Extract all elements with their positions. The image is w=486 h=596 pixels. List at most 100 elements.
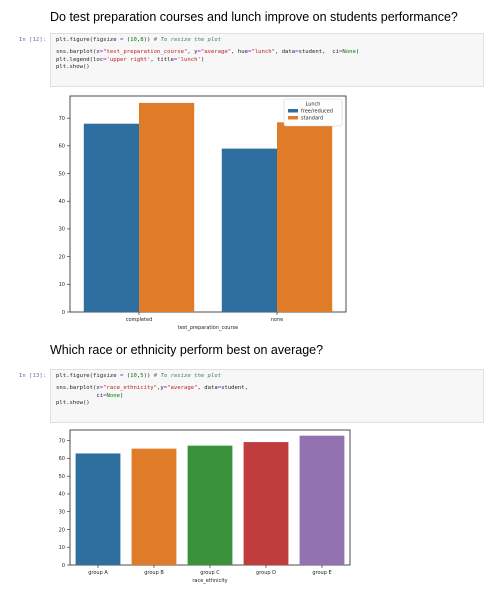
code-token: , data bbox=[274, 49, 296, 56]
code-token: ,y bbox=[157, 385, 164, 392]
code-token: sns.barplot(x bbox=[56, 49, 100, 56]
code-token: = bbox=[120, 37, 124, 43]
code-token: = bbox=[338, 49, 343, 56]
y-tick-label: 60 bbox=[59, 144, 65, 150]
code-line: plt.legend(loc='upper right', title='lun… bbox=[56, 57, 478, 64]
legend-swatch bbox=[288, 116, 298, 120]
y-axis-label: average bbox=[50, 487, 51, 507]
bar bbox=[299, 435, 345, 565]
code-token: = bbox=[103, 392, 107, 399]
code-token: "average" bbox=[200, 49, 232, 56]
x-axis-label: test_preparation_course bbox=[178, 325, 238, 331]
code-token: = bbox=[120, 373, 124, 379]
y-tick-label: 20 bbox=[59, 527, 65, 533]
code-token: # To resize the plot bbox=[153, 37, 222, 43]
y-tick-label: 40 bbox=[59, 199, 65, 205]
x-tick-label: group E bbox=[312, 570, 331, 576]
code-token: 'upper right' bbox=[106, 56, 151, 63]
code-line: plt.show() bbox=[56, 64, 478, 71]
x-tick-label: group A bbox=[88, 570, 108, 576]
code-token: , bbox=[136, 373, 141, 379]
code-token: = bbox=[248, 49, 252, 56]
code-token: 10 bbox=[130, 37, 137, 43]
section-heading-test-prep: Do test preparation courses and lunch im… bbox=[50, 10, 458, 24]
code-token: "lunch" bbox=[251, 49, 275, 56]
y-tick-label: 10 bbox=[59, 282, 65, 288]
y-tick-label: 20 bbox=[59, 254, 65, 260]
y-tick-label: 30 bbox=[59, 510, 65, 516]
code-token: = bbox=[99, 385, 104, 392]
x-axis-label: race_ethnicity bbox=[192, 578, 227, 584]
section-heading-race: Which race or ethnicity perform best on … bbox=[50, 343, 324, 357]
input-prompt: In [13]: bbox=[19, 373, 46, 379]
bar bbox=[131, 448, 177, 565]
y-tick-label: 60 bbox=[59, 456, 65, 462]
bar bbox=[277, 122, 333, 312]
code-token: None bbox=[342, 49, 356, 56]
y-tick-label: 70 bbox=[59, 116, 65, 122]
bar bbox=[83, 123, 139, 312]
code-token: ( bbox=[123, 37, 131, 43]
code-line: sns.barplot(x="test_preparation_course",… bbox=[56, 49, 478, 56]
bar bbox=[139, 102, 195, 312]
code-token: )) bbox=[143, 373, 154, 379]
code-token: plt.figure(figsize bbox=[56, 373, 120, 379]
code-token: = bbox=[103, 56, 107, 63]
code-token: 5 bbox=[140, 373, 144, 379]
code-token: 'lunch' bbox=[177, 56, 201, 63]
code-token: = bbox=[197, 49, 201, 56]
legend-label: free/reduced bbox=[301, 108, 333, 114]
code-line: plt.figure(figsize = (10,5)) # To resize… bbox=[56, 373, 478, 380]
code-token: "average" bbox=[167, 385, 198, 392]
legend-label: standard bbox=[301, 115, 323, 121]
code-token: None bbox=[106, 392, 121, 399]
code-token: plt.show() bbox=[56, 400, 90, 407]
code-token: plt.figure(figsize bbox=[56, 37, 120, 43]
code-token: "test_preparation_course" bbox=[103, 49, 188, 56]
legend-title: Lunch bbox=[306, 102, 321, 108]
output-area-1: 0 10 20 30 40 50 60 70 average completed none test_… bbox=[45, 93, 350, 340]
chart-race-ethnicity: 0 10 20 30 40 50 60 70 average group A group B grou… bbox=[45, 429, 351, 584]
bar bbox=[221, 148, 277, 312]
y-tick-label: 50 bbox=[59, 171, 65, 177]
input-prompt: In [12]: bbox=[19, 37, 46, 43]
code-token: = bbox=[99, 49, 104, 56]
y-tick-label: 30 bbox=[59, 227, 65, 233]
code-token: , y bbox=[187, 49, 198, 56]
code-token: student, ci bbox=[298, 49, 339, 56]
y-tick-label: 0 bbox=[62, 310, 65, 316]
code-token: plt.show() bbox=[56, 64, 90, 71]
chart-test-prep-lunch: 0 10 20 30 40 50 60 70 average completed none test_… bbox=[45, 95, 347, 331]
code-token: ci bbox=[56, 392, 104, 399]
x-tick-label: group B bbox=[144, 570, 164, 576]
code-token: sns.barplot(x bbox=[56, 385, 100, 392]
code-token: ) bbox=[120, 392, 124, 399]
y-tick-label: 40 bbox=[59, 492, 65, 498]
y-tick-label: 70 bbox=[59, 438, 65, 444]
code-token: plt.legend(loc bbox=[56, 56, 104, 63]
y-tick-label: 50 bbox=[59, 474, 65, 480]
code-line: plt.show() bbox=[56, 400, 478, 407]
bar bbox=[243, 442, 289, 565]
code-token: ( bbox=[123, 373, 131, 379]
output-area-2: 0 10 20 30 40 50 60 70 average group A group B grou… bbox=[45, 426, 354, 590]
code-token: = bbox=[163, 385, 168, 392]
code-token: # To resize the plot bbox=[153, 373, 222, 379]
code-line: ci=None) bbox=[56, 393, 478, 400]
y-tick-label: 10 bbox=[59, 545, 65, 551]
code-token: 8 bbox=[140, 37, 144, 43]
code-token: "race_ethnicity" bbox=[103, 385, 158, 392]
x-tick-label: completed bbox=[126, 317, 153, 323]
code-token: = bbox=[295, 49, 299, 56]
code-cell-1[interactable]: plt.figure(figsize = (10,8)) # To resize… bbox=[50, 33, 484, 87]
code-token: ) bbox=[200, 56, 205, 63]
code-token: , bbox=[136, 37, 141, 43]
code-token: student, bbox=[221, 385, 249, 392]
code-token: , data bbox=[197, 385, 218, 392]
x-tick-label: group D bbox=[256, 570, 276, 576]
code-cell-2[interactable]: plt.figure(figsize = (10,5)) # To resize… bbox=[50, 369, 484, 423]
code-token: )) bbox=[143, 37, 154, 43]
bar bbox=[187, 445, 233, 565]
code-token: 10 bbox=[130, 373, 137, 379]
x-tick-label: group C bbox=[200, 570, 220, 576]
